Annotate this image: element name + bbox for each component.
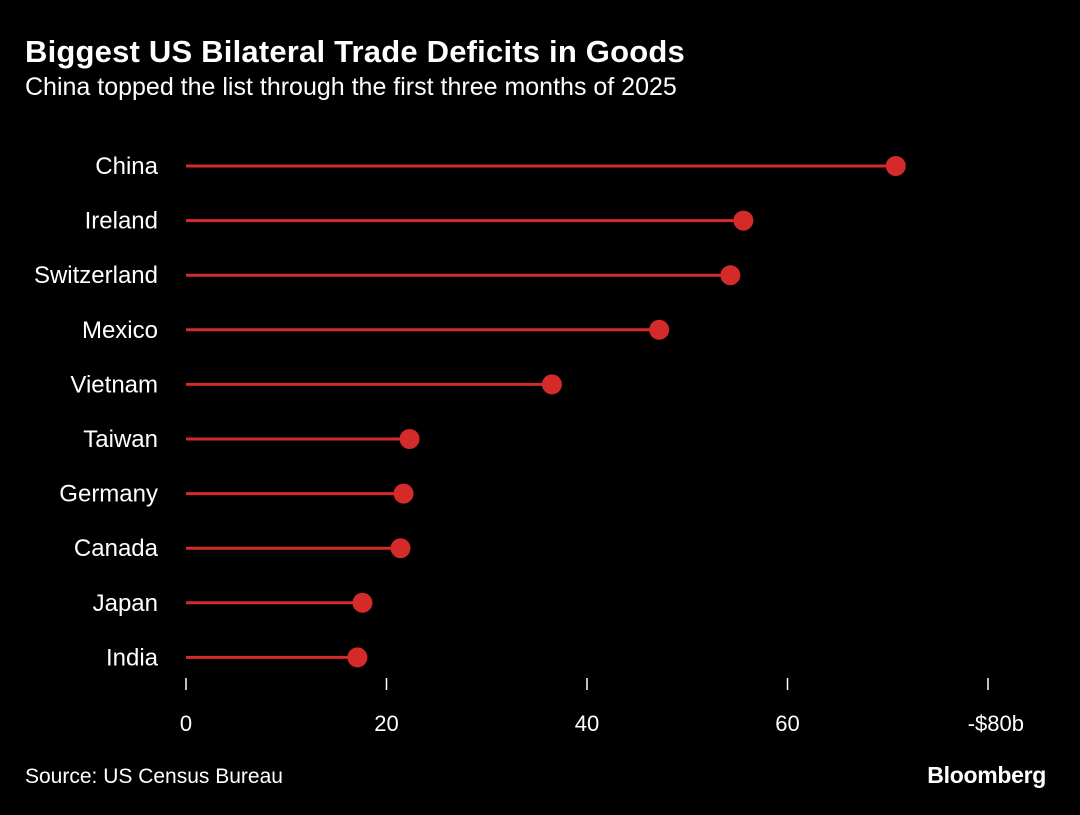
category-label: Germany xyxy=(59,481,158,508)
lollipop-dot xyxy=(393,483,414,504)
x-tick-label: 40 xyxy=(575,711,599,736)
category-label: Ireland xyxy=(85,208,158,235)
x-tick-label: 0 xyxy=(180,711,192,736)
category-label: Canada xyxy=(74,535,159,562)
x-tick-label: -$80b xyxy=(968,711,1024,736)
category-label: Taiwan xyxy=(83,426,158,453)
category-label: Vietnam xyxy=(70,371,158,398)
x-tick-label: 20 xyxy=(374,711,398,736)
lollipop-dot xyxy=(347,647,368,668)
category-label: China xyxy=(95,153,158,180)
source-note: Source: US Census Bureau xyxy=(25,765,283,788)
lollipop-dot xyxy=(720,265,741,286)
category-label: Mexico xyxy=(82,317,158,344)
chart-title: Biggest US Bilateral Trade Deficits in G… xyxy=(25,34,685,69)
lollipop-dot xyxy=(399,429,420,449)
category-label: Switzerland xyxy=(34,262,158,289)
lollipop-dot xyxy=(733,210,754,231)
x-tick-label: 60 xyxy=(775,711,799,736)
category-label: India xyxy=(106,644,159,671)
chart-subtitle: China topped the list through the first … xyxy=(25,73,677,101)
bloomberg-logo: Bloomberg xyxy=(927,762,1046,788)
category-label: Japan xyxy=(93,590,158,617)
lollipop-dot xyxy=(541,374,562,395)
lollipop-dot xyxy=(352,592,373,613)
lollipop-dot xyxy=(885,156,906,176)
lollipop-dot xyxy=(390,538,411,559)
lollipop-dot xyxy=(649,319,670,340)
